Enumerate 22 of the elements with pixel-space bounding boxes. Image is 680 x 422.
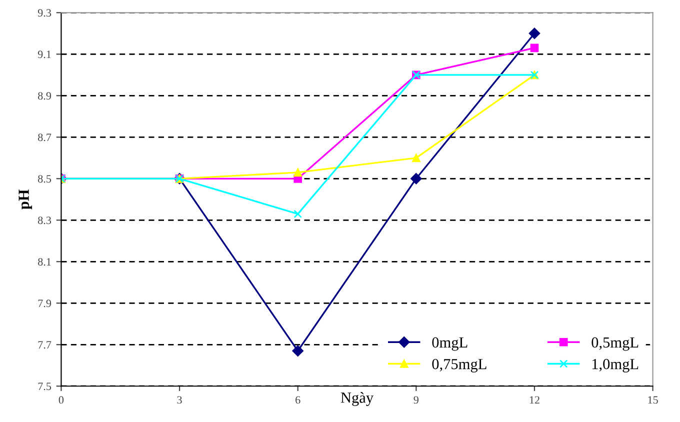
x-tick-label: 9: [414, 396, 418, 404]
y-tick-label: 8.7: [38, 134, 52, 142]
y-axis-title: pH: [18, 189, 32, 210]
x-tick-label: 12: [530, 396, 540, 404]
legend-label: 0mgL: [432, 337, 468, 351]
x-tick-label: 3: [177, 396, 182, 404]
y-tick-label: 8.3: [38, 216, 52, 224]
x-tick-label: 6: [296, 396, 300, 404]
y-tick-label: 8.5: [38, 175, 52, 183]
legend-label: 0,5mgL: [592, 337, 638, 351]
y-tick-label: 7.5: [38, 382, 52, 390]
legend-label: 1,0mgL: [592, 358, 638, 372]
x-axis-title: Ngày: [340, 392, 374, 406]
x-tick-label: 0: [58, 396, 64, 404]
y-tick-label: 7.9: [38, 300, 52, 308]
y-tick-label: 9.1: [38, 50, 51, 58]
legend-label: 0,75mgL: [432, 358, 486, 372]
y-tick-label: 8.1: [38, 258, 51, 266]
y-tick-label: 7.7: [38, 341, 52, 349]
y-tick-label: 8.9: [38, 92, 52, 100]
y-tick-label: 9.3: [38, 9, 52, 17]
x-tick-label: 15: [648, 396, 658, 404]
